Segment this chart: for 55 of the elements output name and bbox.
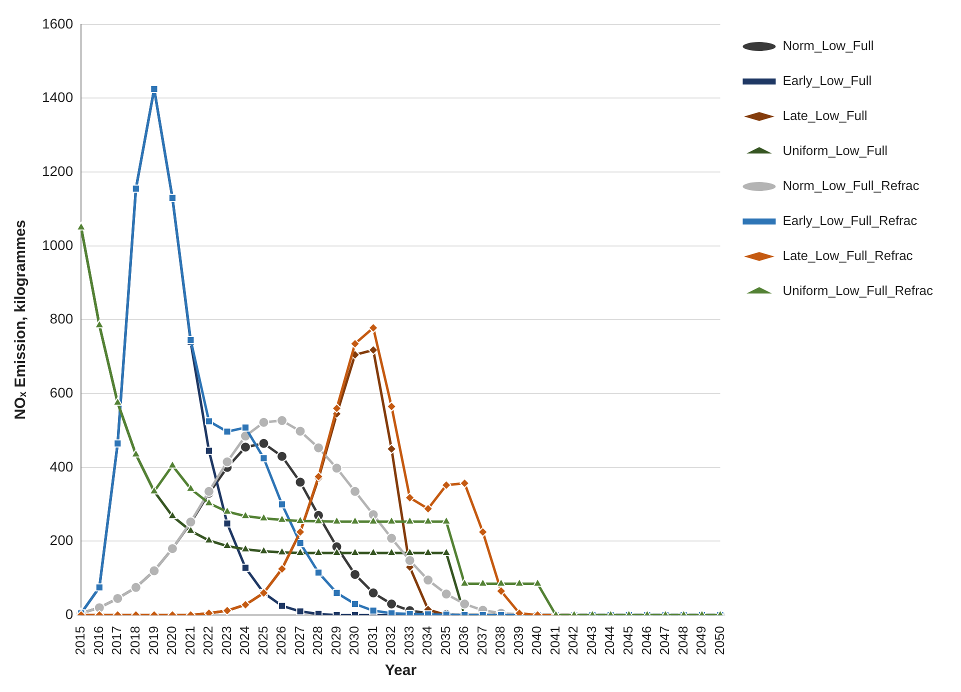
x-tick-label: 2022 (200, 626, 216, 655)
x-tick-label: 2015 (72, 626, 88, 655)
legend-label: Norm_Low_Full_Refrac (782, 178, 920, 194)
legend-label: Norm_Low_Full (782, 38, 874, 54)
x-tick-label: 2024 (237, 626, 252, 655)
x-tick-label: 2041 (547, 626, 562, 655)
legend-label: Late_Low_Full_Refrac (782, 248, 914, 264)
x-tick-label: 2025 (255, 626, 270, 655)
y-tick-label: 1600 (42, 15, 74, 32)
y-tick-label: 400 (50, 458, 74, 474)
x-tick-label: 2046 (638, 626, 654, 655)
x-tick-label: 2042 (566, 626, 581, 655)
x-tick-label: 2029 (328, 626, 344, 655)
x-tick-label: 2038 (492, 626, 508, 655)
x-tick-label: 2035 (438, 626, 453, 655)
x-tick-label: 2039 (510, 626, 526, 655)
x-axis-title: Year (384, 662, 417, 680)
x-tick-label: 2023 (218, 626, 234, 655)
x-tick-label: 2028 (310, 626, 326, 655)
x-tick-label: 2034 (420, 626, 435, 655)
x-tick-label: 2017 (109, 626, 124, 655)
legend-label: Early_Low_Full_Refrac (782, 213, 918, 228)
legend-label: Early_Low_Full (782, 73, 872, 88)
x-tick-label: 2031 (364, 626, 380, 655)
x-tick-label: 2049 (694, 626, 709, 655)
x-tick-label: 2044 (602, 626, 618, 655)
x-tick-label: 2050 (712, 626, 727, 655)
y-tick-label: 800 (50, 310, 74, 327)
legend-label: Uniform_Low_Full (782, 143, 888, 158)
x-tick-label: 2027 (292, 626, 307, 655)
y-axis-title: NOₓ Emission, kilogrammes (12, 220, 30, 420)
x-tick-label: 2020 (164, 626, 180, 655)
x-tick-label: 2040 (529, 626, 544, 655)
x-tick-label: 2045 (620, 626, 636, 655)
x-tick-label: 2018 (128, 626, 142, 655)
y-tick-label: 200 (50, 532, 74, 548)
x-tick-label: 2047 (657, 626, 672, 655)
x-tick-label: 2021 (182, 626, 198, 655)
x-tick-label: 2036 (456, 626, 472, 655)
y-tick-label: 1200 (42, 162, 74, 179)
x-tick-label: 2032 (383, 626, 398, 655)
y-tick-label: 0 (65, 606, 74, 622)
x-tick-label: 2030 (346, 626, 362, 655)
x-tick-label: 2048 (675, 626, 690, 655)
x-tick-label: 2043 (584, 626, 599, 655)
x-tick-label: 2037 (474, 626, 490, 655)
y-tick-label: 600 (50, 384, 74, 400)
x-tick-label: 2033 (401, 626, 416, 655)
y-tick-label: 1400 (42, 89, 74, 106)
y-tick-label: 1000 (42, 236, 74, 253)
legend-label: Uniform_Low_Full_Refrac (782, 283, 934, 298)
x-tick-label: 2019 (146, 626, 161, 655)
legend-label: Late_Low_Full (782, 108, 868, 124)
x-tick-label: 2026 (274, 626, 289, 655)
x-tick-label: 2016 (90, 626, 106, 655)
